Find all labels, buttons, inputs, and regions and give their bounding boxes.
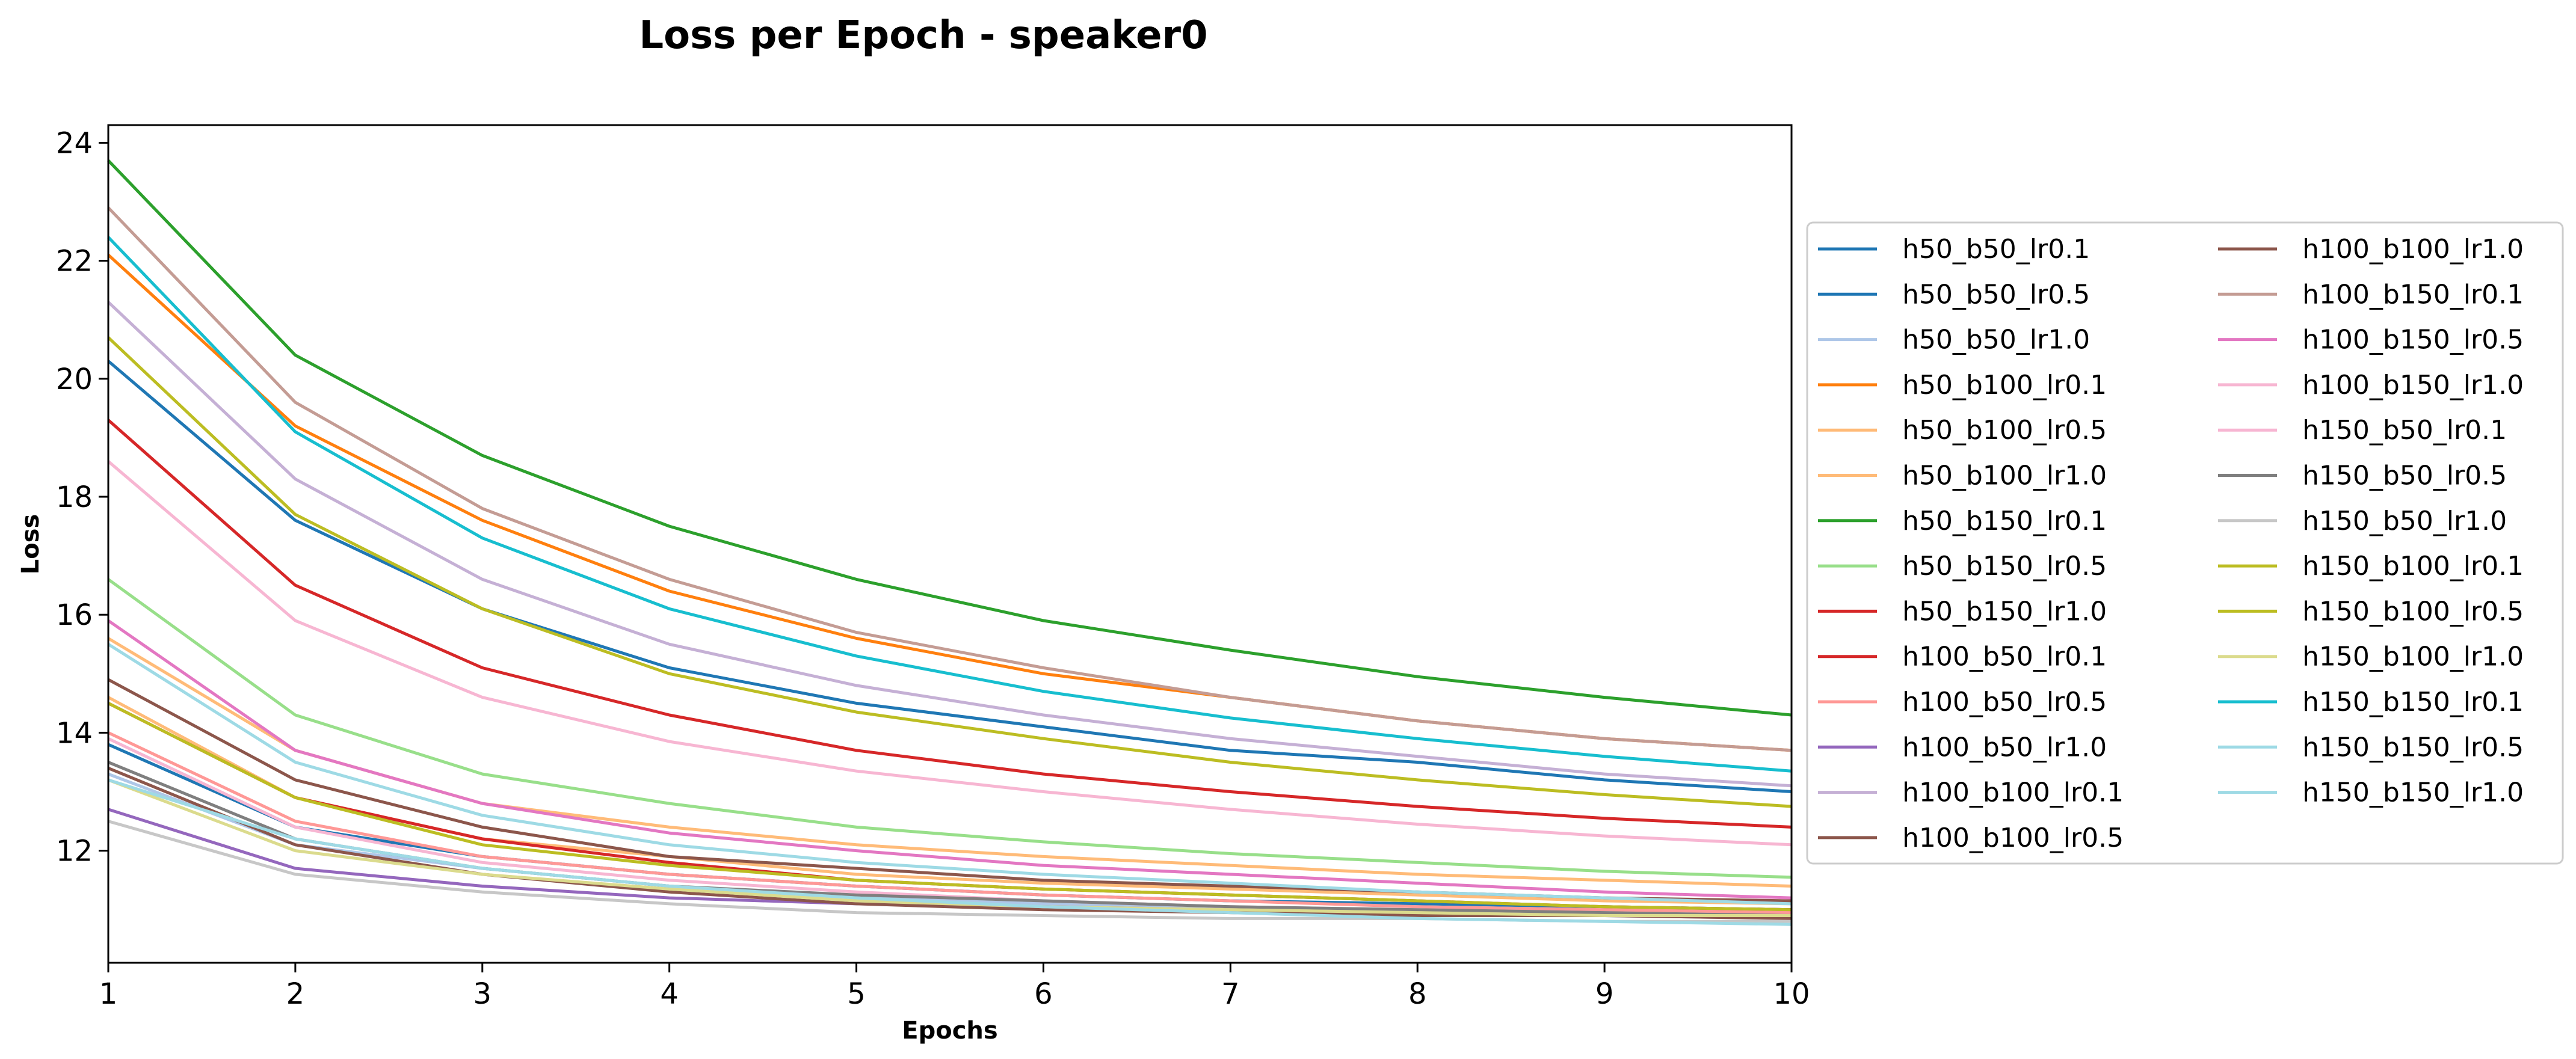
series-line [107, 159, 1792, 717]
x-tick-label: 1 [99, 977, 118, 1011]
legend-item-label: h150_b100_lr0.1 [2302, 551, 2524, 582]
legend: h50_b50_lr0.1h50_b50_lr0.5h50_b50_lr1.0h… [1806, 221, 2564, 865]
x-tick-label: 3 [473, 977, 492, 1011]
legend-item-label: h50_b50_lr0.5 [1902, 279, 2090, 310]
series-line [107, 578, 1792, 879]
series-line [107, 336, 1792, 808]
legend-item-label: h100_b150_lr1.0 [2302, 370, 2524, 401]
legend-item-label: h50_b100_lr1.0 [1902, 461, 2107, 491]
x-tick-label: 2 [286, 977, 305, 1011]
x-tick-label: 9 [1595, 977, 1614, 1011]
x-tick-label: 4 [660, 977, 679, 1011]
series-line [107, 360, 1792, 793]
legend-item-label: h100_b150_lr0.5 [2302, 325, 2524, 355]
legend-item-label: h100_b100_lr1.0 [2302, 234, 2524, 265]
legend-item-label: h50_b100_lr0.1 [1902, 370, 2107, 401]
x-tick-label: 6 [1034, 977, 1053, 1011]
legend-item-label: h50_b150_lr0.1 [1902, 506, 2107, 536]
y-tick-label: 14 [56, 716, 93, 750]
series-line [108, 778, 1792, 926]
legend-item-label: h100_b150_lr0.1 [2302, 279, 2524, 310]
series-line [107, 731, 1792, 915]
series-line [107, 236, 1792, 773]
series-line [107, 253, 1792, 752]
legend-item-label: h150_b150_lr1.0 [2302, 778, 2524, 808]
series-line [107, 643, 1792, 906]
legend-item-label: h50_b100_lr0.5 [1902, 415, 2107, 446]
y-tick-label: 12 [56, 835, 93, 868]
y-axis-ticks: 12 14 16 18 20 22 24 [56, 126, 108, 868]
legend-item-label: h150_b100_lr1.0 [2302, 642, 2524, 672]
legend-item-label: h150_b100_lr0.5 [2302, 596, 2524, 627]
y-axis-label: Loss [17, 514, 45, 575]
legend-item-label: h100_b100_lr0.1 [1902, 778, 2124, 808]
y-tick-label: 16 [56, 598, 93, 632]
x-axis-label: Epochs [902, 1017, 997, 1045]
series-line [107, 301, 1792, 788]
series-line [107, 419, 1792, 829]
legend-item-label: h50_b150_lr1.0 [1902, 596, 2107, 627]
plot-frame [107, 124, 1793, 964]
y-tick-label: 24 [56, 126, 93, 160]
legend-item-label: h100_b100_lr0.5 [1902, 823, 2124, 853]
legend-item-label: h150_b50_lr0.5 [2302, 461, 2507, 491]
series-lines [107, 159, 1792, 926]
legend-item-label: h100_b50_lr0.1 [1902, 642, 2107, 672]
legend-frame [1806, 221, 2564, 865]
series-line [107, 460, 1792, 847]
y-tick-label: 22 [56, 245, 93, 278]
x-tick-label: 10 [1773, 977, 1810, 1011]
x-tick-label: 5 [847, 977, 866, 1011]
x-tick-label: 7 [1221, 977, 1240, 1011]
y-tick-label: 20 [56, 363, 93, 396]
legend-item-label: h50_b50_lr0.1 [1902, 234, 2090, 265]
legend-item-label: h100_b50_lr1.0 [1902, 732, 2107, 763]
legend-item-label: h100_b50_lr0.5 [1902, 687, 2107, 717]
y-tick-label: 18 [56, 480, 93, 514]
series-line [107, 702, 1792, 912]
legend-item-label: h150_b50_lr0.1 [2302, 415, 2507, 446]
legend-item-label: h150_b150_lr0.1 [2302, 687, 2524, 717]
legend-item-label: h50_b50_lr1.0 [1902, 325, 2090, 355]
chart-title: Loss per Epoch - speaker0 [639, 13, 1207, 58]
series-line [107, 206, 1792, 752]
series-line [107, 619, 1792, 900]
legend-item-label: h150_b50_lr1.0 [2302, 506, 2507, 536]
legend-item-label: h150_b150_lr0.5 [2302, 732, 2524, 763]
x-axis-ticks: 1 2 3 4 5 6 7 8 9 10 [99, 963, 1810, 1011]
x-tick-label: 8 [1408, 977, 1427, 1011]
legend-item-label: h50_b150_lr0.5 [1902, 551, 2107, 582]
